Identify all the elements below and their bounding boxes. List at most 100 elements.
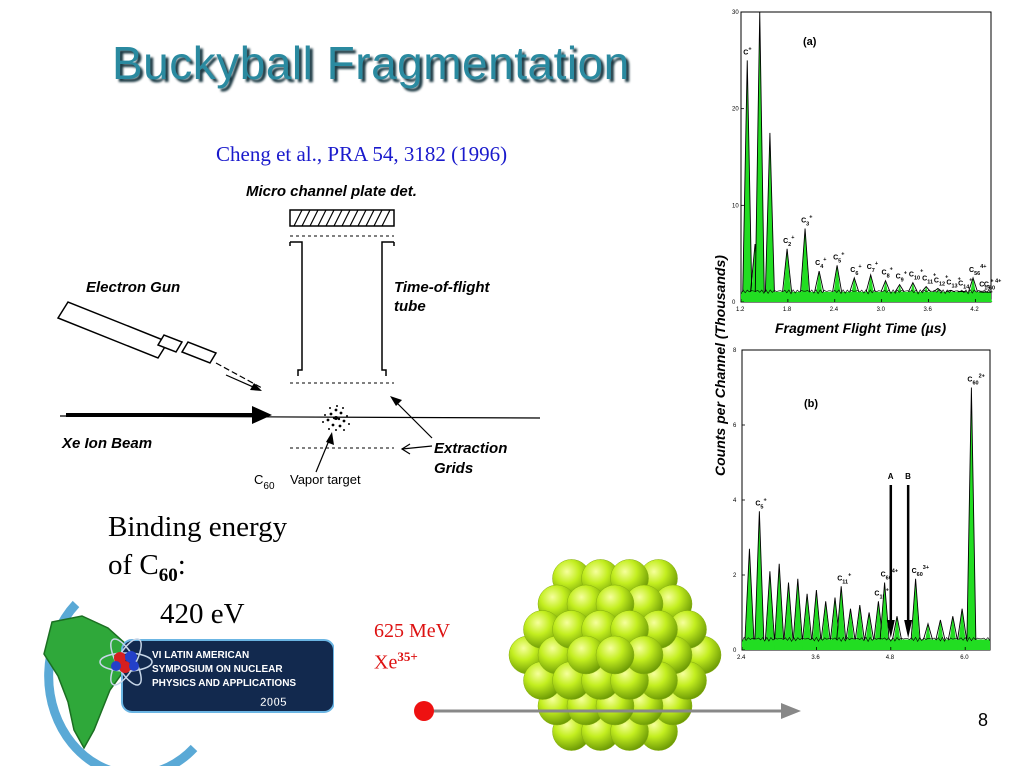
spectrum-peak bbox=[784, 582, 793, 650]
peak-label: C6+ bbox=[850, 264, 861, 277]
y-axis-label: Counts per Channel (Thousands) bbox=[712, 255, 728, 476]
spectrum-peak-line bbox=[864, 612, 875, 640]
y-tick-label: 20 bbox=[732, 107, 739, 113]
y-tick-label: 6 bbox=[733, 423, 737, 429]
spectrum-peak bbox=[895, 284, 905, 302]
spectrum-peak-line bbox=[892, 616, 902, 640]
peak-label: C3+ bbox=[801, 215, 812, 228]
peak-label: C15+ bbox=[979, 278, 993, 291]
slide-title: Buckyball Fragmentation bbox=[112, 37, 630, 89]
peak-label: C604+ bbox=[881, 569, 898, 582]
spectrum-peak-line bbox=[845, 608, 856, 640]
spectrum-peak bbox=[923, 623, 933, 650]
y-tick-label: 8 bbox=[733, 348, 737, 354]
spectrum-peak-line bbox=[910, 578, 921, 640]
peak-label: C14+ bbox=[958, 277, 972, 290]
x-tick-label: 4.2 bbox=[970, 307, 979, 313]
spectrum-peak bbox=[948, 616, 958, 650]
grids-label-2: Grids bbox=[434, 460, 473, 477]
spectrum-peak bbox=[849, 277, 859, 302]
spectrum-peak bbox=[880, 582, 890, 650]
spectrum-peak-line bbox=[923, 622, 933, 640]
spectrum-peak bbox=[945, 290, 955, 302]
spectrum-peak-line bbox=[783, 582, 794, 640]
baseline-noise bbox=[740, 289, 992, 295]
spectrum-peak-line bbox=[792, 578, 803, 640]
logo-banner bbox=[121, 639, 334, 713]
x-tick-label: 2.4 bbox=[830, 307, 839, 313]
peak-label: C+ bbox=[743, 46, 751, 56]
spectrum-peak-line bbox=[820, 601, 831, 640]
spectrum-peak bbox=[744, 548, 754, 650]
logo-line-2: SYMPOSIUM ON NUCLEAR bbox=[152, 664, 283, 675]
x-tick-label: 2.4 bbox=[737, 655, 746, 661]
binding-line-1: Binding energy bbox=[108, 511, 288, 543]
vapor-target-cloud bbox=[322, 405, 350, 431]
peak-label: C7+ bbox=[867, 261, 878, 274]
citation: Cheng et al., PRA 54, 3182 (1996) bbox=[216, 142, 508, 166]
spectrum-peak bbox=[983, 292, 993, 302]
spectrum-peak bbox=[742, 60, 752, 303]
electron-gun bbox=[56, 301, 218, 364]
symposium-logo: VI LATIN AMERICAN SYMPOSIUM ON NUCLEAR P… bbox=[43, 600, 334, 766]
spectrum-peak-line bbox=[764, 132, 775, 292]
spectrum-peak-line bbox=[935, 619, 946, 640]
y-tick-label: 30 bbox=[732, 10, 739, 16]
spectrum-peak bbox=[866, 274, 876, 302]
peak-label: C2+ bbox=[783, 235, 794, 248]
spectrum-peak-line bbox=[742, 60, 753, 292]
chart-a-xlabel: Fragment Flight Time (µs) bbox=[775, 320, 946, 336]
spectrum-peak bbox=[800, 228, 810, 302]
x-tick-label: 6.0 bbox=[960, 655, 969, 661]
logo-line-3: PHYSICS AND APPLICATIONS bbox=[152, 678, 296, 689]
spectrum-peak-line bbox=[774, 563, 785, 640]
target-c: C60 bbox=[254, 472, 275, 492]
x-tick-label: 3.0 bbox=[877, 307, 886, 313]
chart-b-panel-label: (b) bbox=[804, 398, 818, 410]
beam-ion: Xe35+ bbox=[374, 649, 418, 674]
spectrum-peak-line bbox=[832, 265, 843, 292]
gun-label: Electron Gun bbox=[86, 279, 180, 296]
spectrum-peak-line bbox=[811, 589, 822, 640]
x-tick-label: 4.8 bbox=[886, 655, 895, 661]
xe-beam-arrow bbox=[414, 701, 801, 721]
peak-label: C604+ bbox=[984, 278, 1001, 291]
peak-label: C15+ bbox=[874, 587, 888, 600]
spectrum-peak-line bbox=[947, 616, 958, 640]
spectrum-peak-line bbox=[854, 604, 865, 640]
spectrum-peak bbox=[814, 271, 824, 302]
spectrum-peak-line bbox=[802, 593, 813, 640]
marker-arrow-label: A bbox=[888, 472, 894, 481]
mcp-label: Micro channel plate det. bbox=[246, 183, 417, 200]
binding-energy-text: Binding energy of C60: 420 eV bbox=[108, 508, 287, 633]
x-tick-label: 3.6 bbox=[811, 655, 820, 661]
spectrum-peak bbox=[968, 277, 978, 302]
xe-ion-dot bbox=[414, 701, 434, 721]
y-tick-label: 10 bbox=[732, 203, 739, 209]
spectrum-peak bbox=[846, 608, 855, 650]
peak-label: C564+ bbox=[969, 264, 986, 277]
mcp-detector bbox=[289, 209, 395, 237]
baseline-fill bbox=[741, 291, 991, 302]
peak-label: C603+ bbox=[912, 565, 929, 578]
spectrum-peak bbox=[811, 590, 821, 650]
spectrum-peak bbox=[933, 288, 943, 302]
y-tick-label: 4 bbox=[733, 498, 737, 504]
spectrum-peak-line bbox=[966, 387, 977, 640]
spectrum-peak-line bbox=[754, 11, 765, 292]
spectrum-peak-line bbox=[894, 283, 905, 293]
spectrum-peak-line bbox=[921, 285, 931, 293]
experiment-schematic: Micro channel plate det. Time-of-flight … bbox=[56, 183, 540, 492]
spectrum-peak bbox=[754, 511, 764, 650]
spectrum-peak bbox=[774, 563, 784, 650]
y-tick-label: 0 bbox=[733, 648, 737, 654]
buckyball-sphere bbox=[595, 635, 635, 675]
page-number: 8 bbox=[978, 710, 989, 730]
peak-label: C5+ bbox=[755, 497, 766, 510]
baseline-noise bbox=[741, 636, 991, 643]
chart-ylabel: Counts per Channel (Thousands) bbox=[712, 255, 728, 476]
spectrum-peak bbox=[911, 578, 921, 650]
spectrum-peak-line bbox=[744, 548, 755, 640]
chart-a-panel-label: (a) bbox=[803, 36, 817, 48]
spectrum-peak bbox=[892, 616, 902, 650]
